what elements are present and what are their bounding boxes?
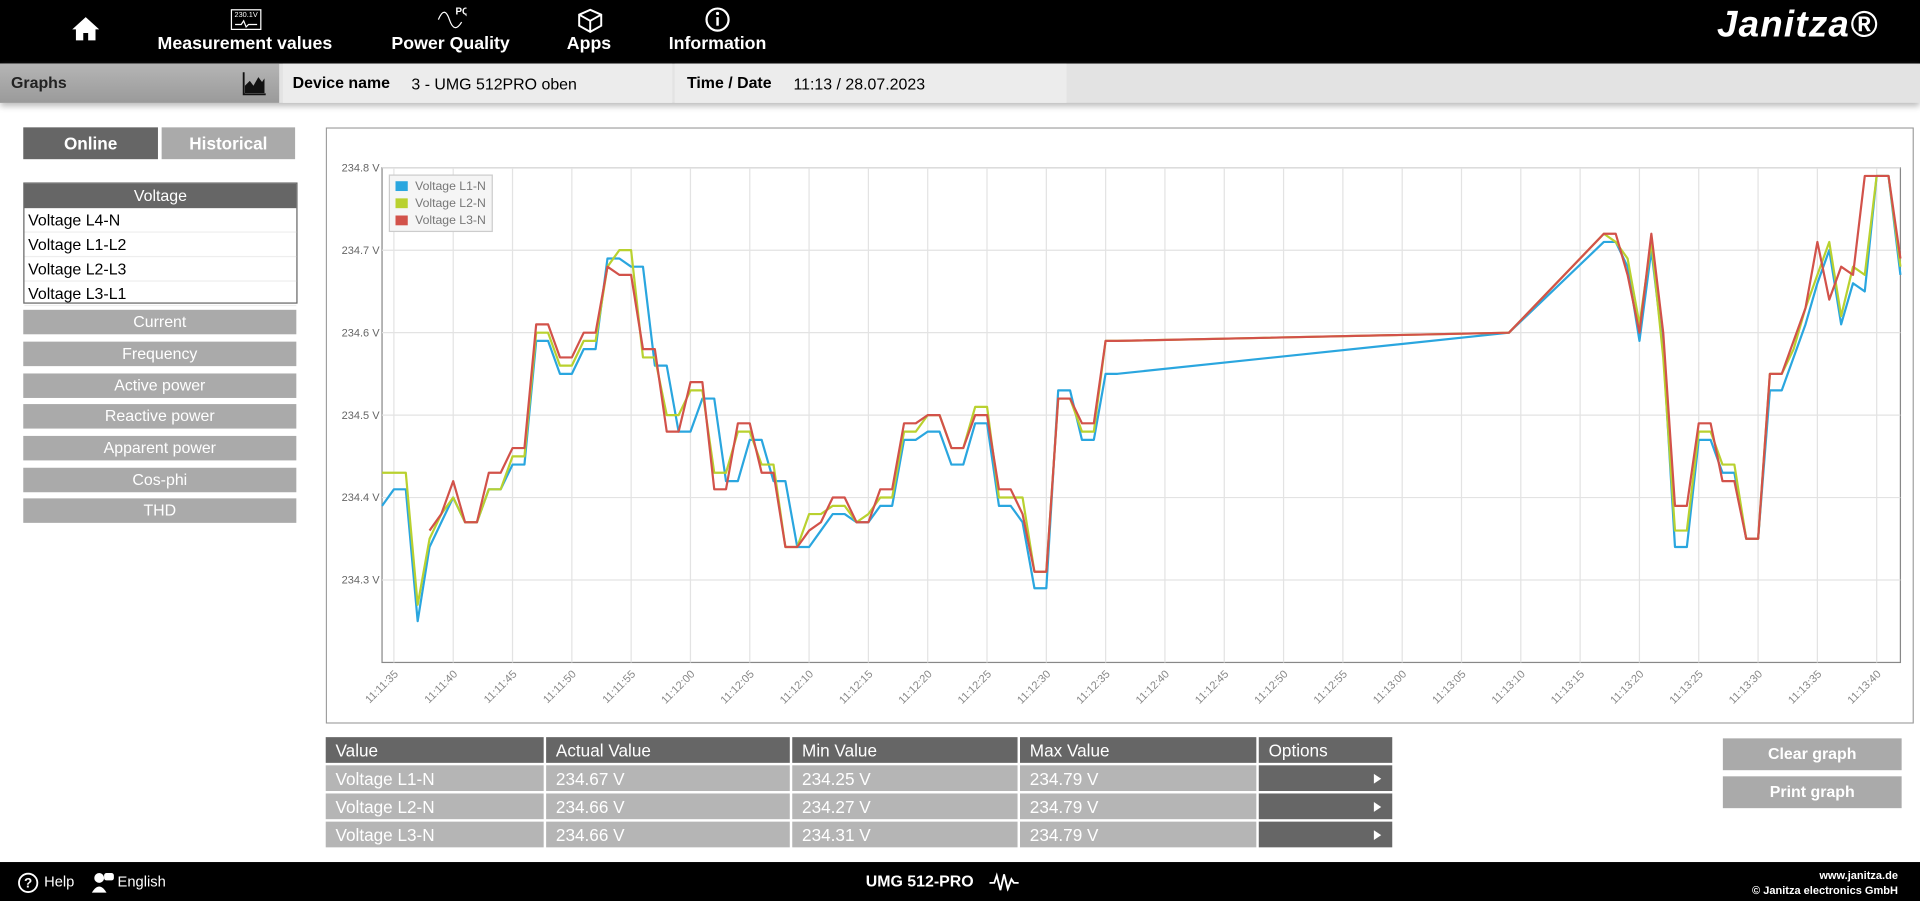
y-tick-label: 234.3 V bbox=[342, 575, 381, 587]
group-header[interactable]: Voltage bbox=[24, 183, 297, 209]
voltage-item[interactable]: Voltage L1-L2 bbox=[24, 233, 297, 258]
options-cell[interactable] bbox=[1258, 793, 1393, 820]
table-cell: Voltage L2-N bbox=[325, 793, 544, 820]
y-tick-label: 234.6 V bbox=[342, 327, 381, 339]
voltage-item[interactable]: Voltage L4-N bbox=[24, 208, 297, 233]
info-icon bbox=[705, 7, 730, 32]
apps-icon bbox=[578, 8, 603, 33]
table-cell: 234.27 V bbox=[792, 793, 1018, 820]
menu-button[interactable]: THD bbox=[23, 498, 297, 523]
measurement-icon: 230.1V bbox=[230, 9, 262, 31]
menu-button[interactable]: Reactive power bbox=[23, 404, 297, 429]
y-tick-label: 234.4 V bbox=[342, 492, 381, 504]
table-cell: 234.79 V bbox=[1020, 821, 1257, 848]
menu-button[interactable]: Cos-phi bbox=[23, 467, 297, 493]
menu-button[interactable]: Frequency bbox=[23, 341, 297, 367]
footer: ? Help English UMG 512-PRO www.janitza.d… bbox=[0, 862, 1920, 901]
voltage-group: Voltage Voltage L4-N Voltage L1-L2 Voltage… bbox=[23, 182, 298, 307]
y-tick-label: 234.5 V bbox=[342, 410, 381, 422]
graph-icon bbox=[242, 72, 266, 96]
table-cell: 234.66 V bbox=[546, 821, 790, 848]
help-link[interactable]: Help bbox=[44, 873, 75, 891]
table-cell: 234.31 V bbox=[792, 821, 1018, 848]
language-link[interactable]: English bbox=[117, 873, 166, 891]
section-box: Graphs bbox=[0, 63, 280, 103]
series-line bbox=[382, 174, 1902, 606]
column-header: Max Value bbox=[1020, 737, 1257, 763]
nav-item[interactable]: Information bbox=[668, 34, 767, 54]
icon-text: 230.1V bbox=[235, 10, 258, 19]
menu-button[interactable]: Current bbox=[23, 309, 297, 335]
table-cell: 234.66 V bbox=[546, 793, 790, 820]
wave-icon bbox=[989, 872, 1019, 892]
nav-item[interactable]: Apps bbox=[566, 34, 612, 54]
logo: Janitza® bbox=[1716, 4, 1879, 46]
time-value: 11:13 / 28.07.2023 bbox=[793, 74, 926, 94]
voltage-item[interactable]: Voltage L2-L3 bbox=[24, 257, 297, 282]
chart: 234.3 V 234.4 V 234.5 V 234.6 V 234.7 V 234.8… bbox=[325, 127, 1914, 724]
legend-swatch bbox=[395, 215, 408, 226]
legend-label: Voltage L2-N bbox=[415, 196, 486, 210]
help-icon[interactable]: ? bbox=[17, 872, 39, 894]
arrow bbox=[1373, 801, 1382, 812]
time-box: Time / Date 11:13 / 28.07.2023 bbox=[674, 63, 1067, 103]
toolbar: Graphs Device name 3 - UMG 512PRO oben T… bbox=[0, 63, 1920, 103]
table-row: Voltage L2-N 234.66 V 234.27 V 234.79 V bbox=[325, 793, 1393, 820]
table-row: Voltage L1-N 234.67 V 234.25 V 234.79 V bbox=[325, 765, 1393, 792]
print-graph-button[interactable]: Print graph bbox=[1722, 776, 1902, 809]
legend-label: Voltage L1-N bbox=[415, 179, 486, 193]
options-cell[interactable] bbox=[1258, 821, 1393, 848]
table-cell: Voltage L1-N bbox=[325, 765, 544, 792]
clear-graph-button[interactable]: Clear graph bbox=[1722, 738, 1902, 771]
section-title: Graphs bbox=[11, 73, 67, 92]
device-name: 3 - UMG 512PRO oben bbox=[411, 74, 577, 94]
table-cell: 234.67 V bbox=[546, 765, 790, 792]
arrow bbox=[1373, 773, 1382, 784]
table-cell: 234.79 V bbox=[1020, 793, 1257, 820]
y-tick-label: 234.7 V bbox=[342, 245, 381, 257]
column-header: Options bbox=[1258, 737, 1393, 763]
home-icon[interactable] bbox=[71, 16, 100, 43]
table-cell: Voltage L3-N bbox=[325, 821, 544, 848]
tab-historical[interactable]: Historical bbox=[161, 127, 296, 160]
y-tick-label: 234.8 V bbox=[342, 162, 381, 174]
table-row: Voltage L3-N 234.66 V 234.31 V 234.79 V bbox=[325, 821, 1393, 848]
options-cell[interactable] bbox=[1258, 765, 1393, 792]
table-cell: 234.25 V bbox=[792, 765, 1018, 792]
menu-button[interactable]: Apparent power bbox=[23, 435, 297, 461]
icon-text: PQ bbox=[456, 7, 467, 18]
time-label: Time / Date bbox=[686, 73, 772, 92]
series-line bbox=[428, 174, 1902, 573]
copyright: © Janitza electronics GmbH bbox=[1752, 884, 1898, 897]
pq-icon: PQ bbox=[437, 7, 467, 29]
nav-item[interactable]: Measurement values bbox=[157, 34, 333, 54]
device-label: Device name bbox=[292, 73, 391, 92]
legend-label: Voltage L3-N bbox=[415, 213, 486, 227]
arrow bbox=[1373, 829, 1382, 840]
legend-swatch bbox=[395, 198, 408, 209]
column-header: Value bbox=[325, 737, 544, 763]
svg-text:?: ? bbox=[24, 876, 32, 891]
language-icon[interactable] bbox=[91, 871, 115, 894]
nav-item[interactable]: Power Quality bbox=[391, 34, 510, 54]
table-header: Value Actual Value Min Value Max Value Optio… bbox=[325, 737, 1393, 763]
column-header: Actual Value bbox=[546, 737, 790, 763]
voltage-item[interactable]: Voltage L3-L1 bbox=[24, 282, 297, 307]
tab-online[interactable]: Online bbox=[23, 127, 158, 160]
website: www.janitza.de bbox=[1819, 869, 1898, 882]
table-cell: 234.79 V bbox=[1020, 765, 1257, 792]
value-table: Value Actual Value Min Value Max Value Optio… bbox=[323, 735, 1394, 850]
device-box: Device name 3 - UMG 512PRO oben bbox=[282, 63, 673, 103]
legend-swatch bbox=[395, 181, 408, 192]
series-line bbox=[381, 174, 1902, 623]
menu-button[interactable]: Active power bbox=[23, 373, 297, 398]
column-header: Min Value bbox=[792, 737, 1018, 763]
device-model: UMG 512-PRO bbox=[865, 871, 974, 891]
top-bar: 230.1V PQ Measurement values Power Quali… bbox=[0, 0, 1920, 64]
